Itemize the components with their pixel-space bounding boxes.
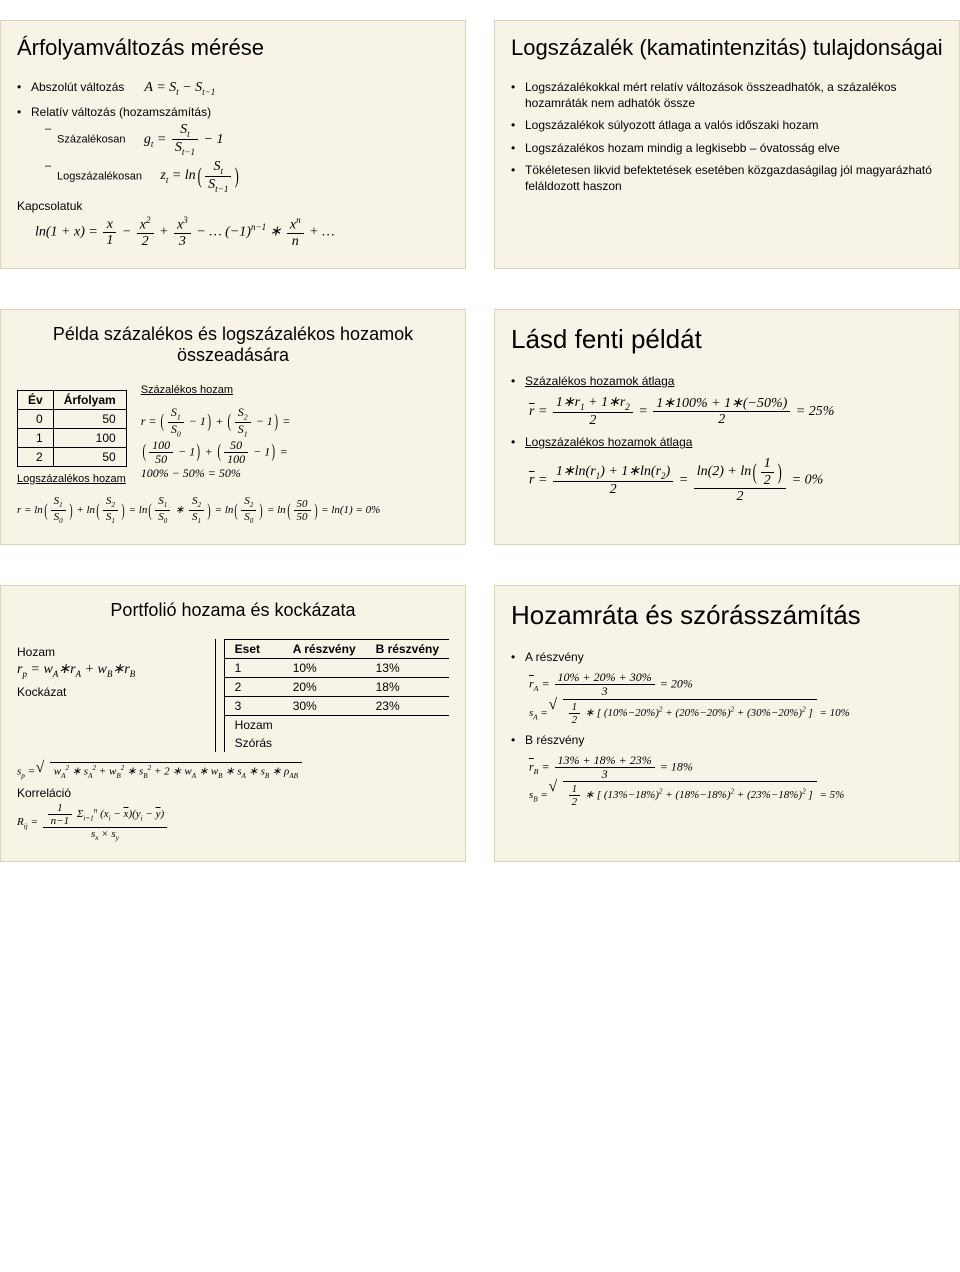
- b-sd: sB = 12 ∗ [ (13%−18%)2 + (18%−18%)2 + (2…: [529, 781, 943, 808]
- a-mean: rA = 10% + 20% + 30%3 = 20%: [529, 671, 943, 698]
- title: Logszázalék (kamatintenzitás) tulajdonsá…: [511, 35, 943, 61]
- title: Példa százalékos és logszázalékos hozamo…: [17, 324, 449, 366]
- title: Portfolió hozama és kockázata: [17, 600, 449, 621]
- pct-avg-label: Százalékos hozamok átlaga: [511, 373, 943, 389]
- pct-line2: (10050 − 1) + (50100 − 1) =: [141, 439, 291, 466]
- a-sd: sA = 12 ∗ [ (10%−20%)2 + (20%−20%)2 + (3…: [529, 699, 943, 726]
- slide-portfolio: Portfolió hozama és kockázata Hozam rp =…: [0, 585, 466, 862]
- item-rel: Relatív változás (hozamszámítás) Százalé…: [17, 104, 449, 193]
- link-formula: ln(1 + x) = x1 − x22 + x33 − … (−1)n−1 ∗…: [35, 215, 449, 249]
- log-formula: r = ln(S1S0) + ln(S2S1) = ln(S1S0 ∗ S2S1…: [17, 495, 449, 526]
- title: Lásd fenti példát: [511, 324, 943, 355]
- slide-log-props: Logszázalék (kamatintenzitás) tulajdonsá…: [494, 20, 960, 269]
- kockazat-formula: sp = wA2 ∗ sA2 + wB2 ∗ sB2 + 2 ∗ wA ∗ wB…: [17, 762, 449, 780]
- hozam-formula: rp = wA∗rA + wB∗rB: [17, 661, 201, 679]
- log-avg-formula: r = 1∗ln(r1) + 1∗ln(r2)2 = ln(2) + ln(12…: [529, 456, 943, 504]
- slide-see-example: Lásd fenti példát Százalékos hozamok átl…: [494, 309, 960, 545]
- pct-label: Százalékos hozam: [141, 384, 291, 396]
- item-rel-pct: Százalékosan gt = StSt−1 − 1: [45, 122, 449, 157]
- link-label: Kapcsolatuk: [17, 199, 449, 213]
- slide-price-change: Árfolyamváltozás mérése Abszolút változá…: [0, 20, 466, 269]
- pct-line1: r = (S1S0 − 1) + (S2S1 − 1) =: [141, 406, 291, 439]
- kockazat-label: Kockázat: [17, 685, 201, 699]
- slide-return-sd: Hozamráta és szórásszámítás A részvény r…: [494, 585, 960, 862]
- bullet: Tökéletesen likvid befektetések esetében…: [511, 162, 943, 194]
- korrel-formula: Rij = 1n−1 Σi=1n (xi − x)(yi − y) sx × s…: [17, 802, 449, 843]
- hozam-label: Hozam: [17, 645, 201, 659]
- item-rel-log: Logszázalékosan zt = ln(StSt−1): [45, 159, 449, 194]
- log-label: Logszázalékos hozam: [17, 473, 127, 485]
- b-label: B részvény: [511, 732, 943, 748]
- bullet: Logszázalékokkal mért relatív változások…: [511, 79, 943, 111]
- item-abs: Abszolút változás A = St − St−1: [17, 79, 449, 98]
- log-avg-label: Logszázalékos hozamok átlaga: [511, 434, 943, 450]
- pct-avg-formula: r = 1∗r1 + 1∗r22 = 1∗100% + 1∗(−50%)2 = …: [529, 395, 943, 428]
- pct-line3: 100% − 50% = 50%: [141, 466, 291, 481]
- cases-table: EsetA részvényB részvény 110%13% 220%18%…: [224, 639, 449, 752]
- title: Hozamráta és szórásszámítás: [511, 600, 943, 631]
- bullet: Logszázalékos hozam mindig a legkisebb –…: [511, 140, 943, 156]
- korrel-label: Korreláció: [17, 786, 449, 800]
- slide-example-sum: Példa százalékos és logszázalékos hozamo…: [0, 309, 466, 545]
- bullet: Logszázalékok súlyozott átlaga a valós i…: [511, 117, 943, 133]
- a-label: A részvény: [511, 649, 943, 665]
- title: Árfolyamváltozás mérése: [17, 35, 449, 61]
- price-table: ÉvÁrfolyam 050 1100 250: [17, 390, 127, 467]
- b-mean: rB = 13% + 18% + 23%3 = 18%: [529, 754, 943, 781]
